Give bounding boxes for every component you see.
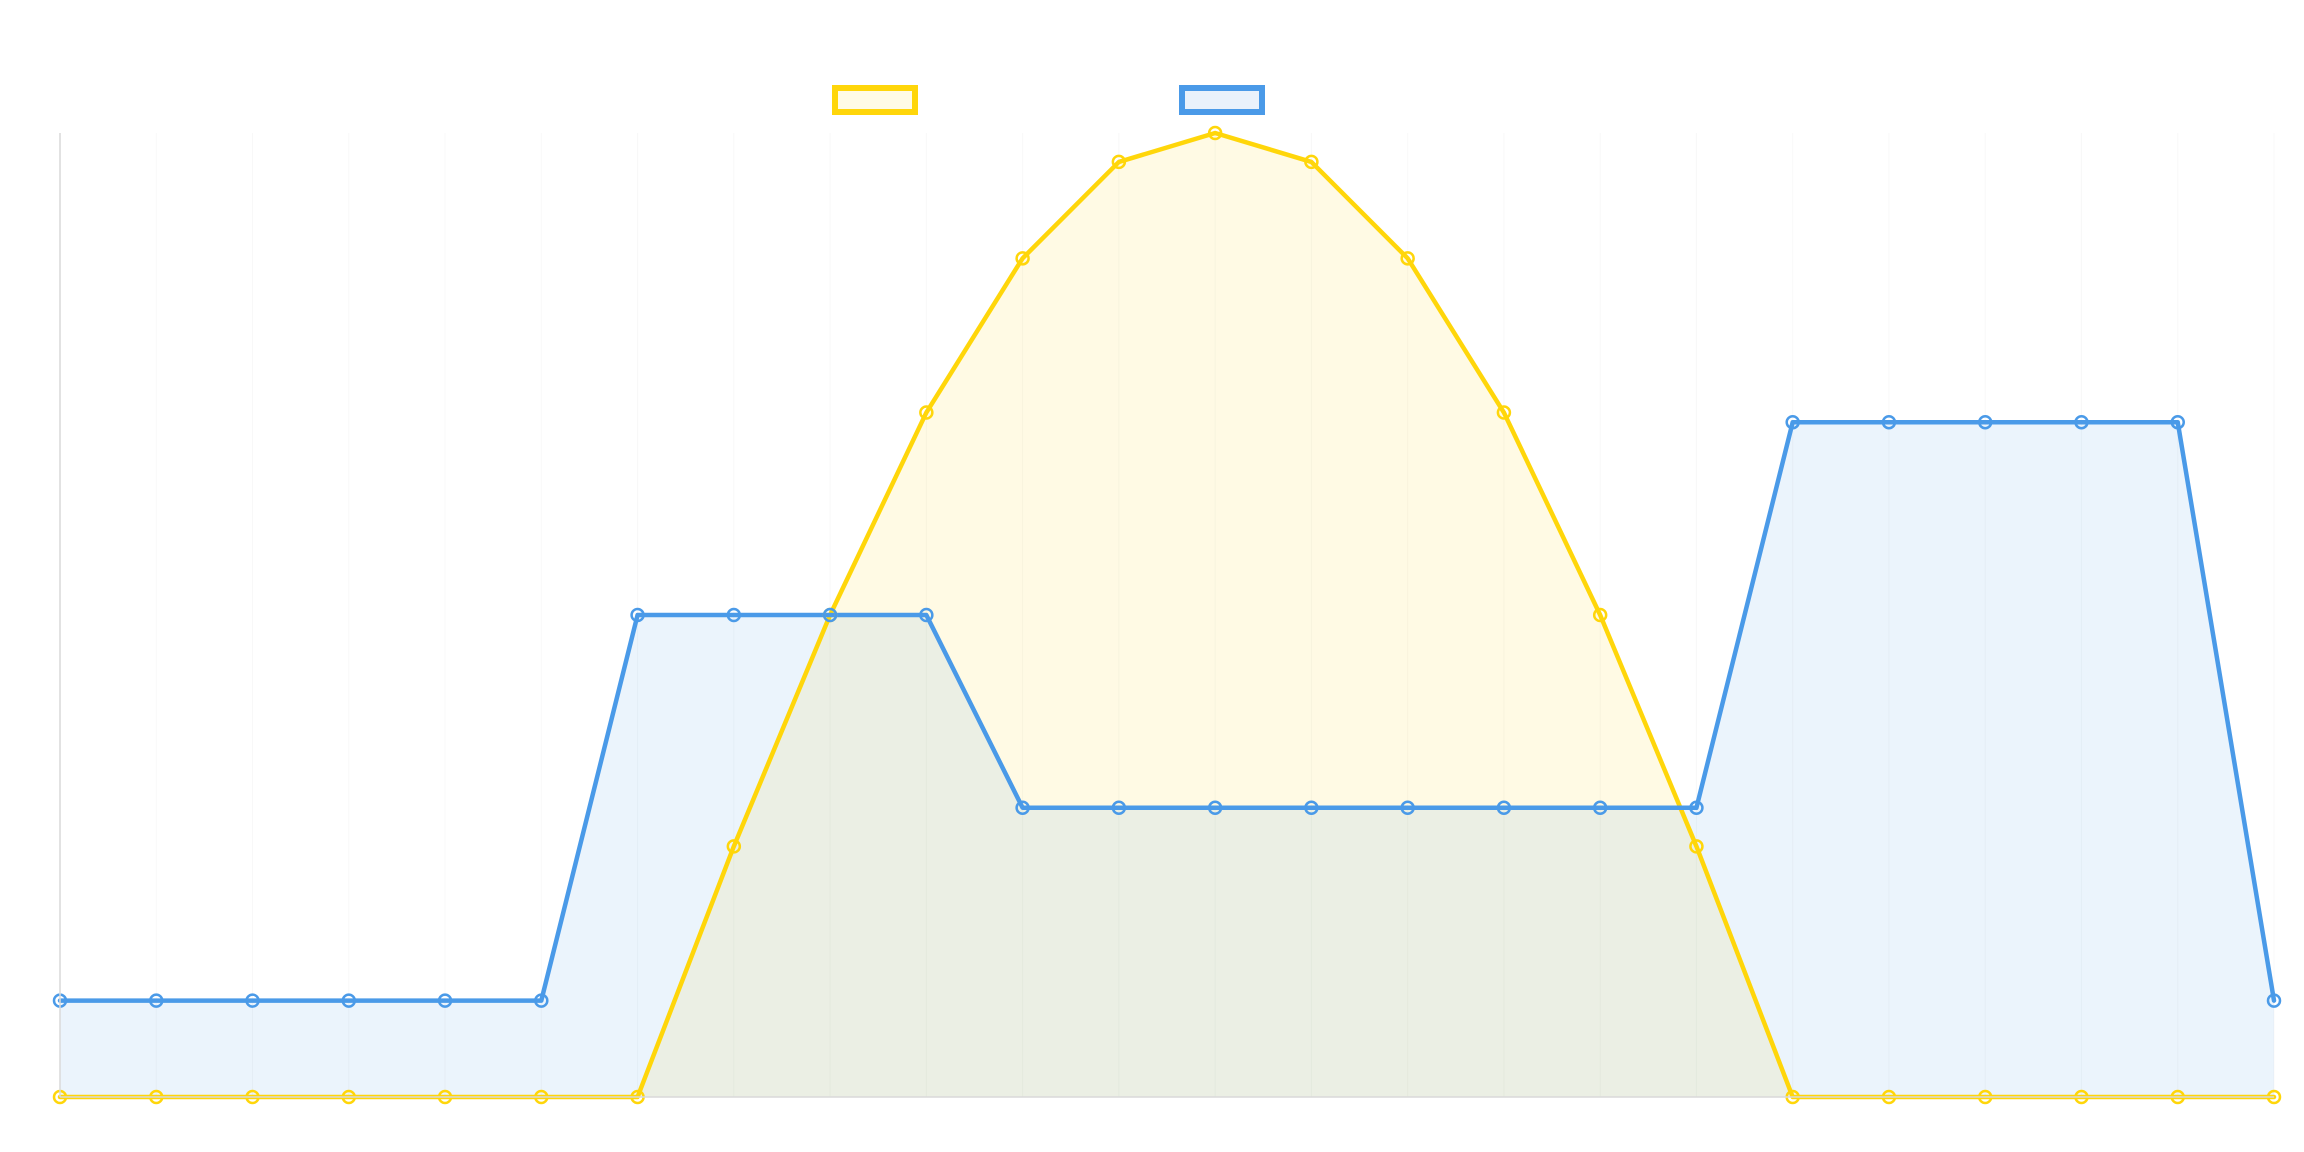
series-2-point-23 [2266, 993, 2282, 1008]
legend-swatch-series-2 [1179, 85, 1265, 115]
series-2-point-3 [341, 993, 357, 1008]
series-2-point-20 [1977, 414, 1993, 430]
series-2-point-11 [1111, 800, 1127, 816]
legend [832, 85, 1265, 115]
series-1-point-10 [1015, 251, 1030, 266]
series-2-point-18 [1785, 414, 1800, 430]
series-2-point-6 [630, 607, 645, 623]
series-2-point-8 [822, 607, 838, 623]
series-2-point-14 [1400, 800, 1415, 816]
series-1-point-9 [919, 405, 934, 420]
area-layer [60, 133, 2274, 1097]
legend-swatch-series-1 [832, 85, 918, 115]
series-2-point-10 [1015, 800, 1030, 816]
series-1-point-11 [1111, 154, 1127, 170]
series-2-point-21 [2074, 414, 2089, 430]
series-1-point-16 [1592, 607, 1608, 623]
series-2-point-4 [437, 993, 453, 1008]
series-2-point-9 [919, 607, 934, 623]
series-2-area [60, 422, 2274, 1097]
series-1-point-12 [1207, 125, 1223, 141]
series-1-area [60, 133, 2274, 1097]
series-2-point-17 [1689, 800, 1704, 816]
series-2-point-1 [149, 993, 164, 1008]
series-1-point-13 [1304, 154, 1319, 170]
series-2-point-16 [1592, 800, 1608, 816]
series-2-point-2 [245, 993, 260, 1008]
series-2-point-5 [534, 993, 549, 1008]
series-2-point-13 [1304, 800, 1319, 816]
axis-layer [59, 133, 2274, 1098]
series-1-point-15 [1496, 405, 1512, 420]
series-2-point-19 [1881, 414, 1897, 430]
series-2-line [57, 419, 2277, 1003]
series-2-point-22 [2170, 414, 2185, 430]
series-1-point-17 [1689, 839, 1704, 854]
series-2-point-15 [1496, 800, 1512, 816]
series-2-point-7 [726, 607, 742, 623]
grid-layer [155, 133, 2275, 1097]
series-1-point-7 [726, 839, 742, 854]
series-1-point-14 [1400, 251, 1415, 266]
series-2-point-12 [1207, 800, 1223, 816]
